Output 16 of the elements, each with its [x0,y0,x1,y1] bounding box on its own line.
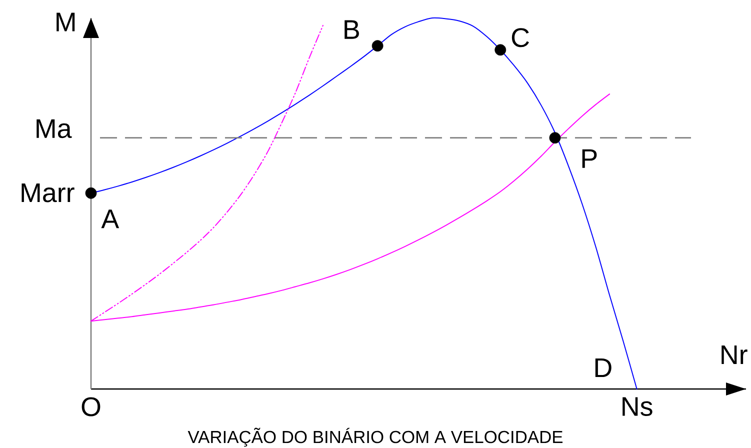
text: Marr [22,183,74,202]
series-label: B [344,20,359,39]
y-axis-title: M [56,12,75,32]
text: VARIAÇÃO DO BINÁRIO COM A VELOCIDADE [188,428,563,447]
point [372,40,384,52]
series-label: C [512,28,529,48]
x-tick-label: Ns [622,397,652,416]
point [494,44,506,56]
ref-line-label: Ma [36,119,72,138]
point [85,187,97,199]
x-tick-label: O [82,397,100,416]
x-axis-title: Nr [722,345,748,364]
point [549,132,561,144]
annotation: D [595,358,612,377]
series-label: A [101,210,120,228]
series-label: P [582,149,597,168]
